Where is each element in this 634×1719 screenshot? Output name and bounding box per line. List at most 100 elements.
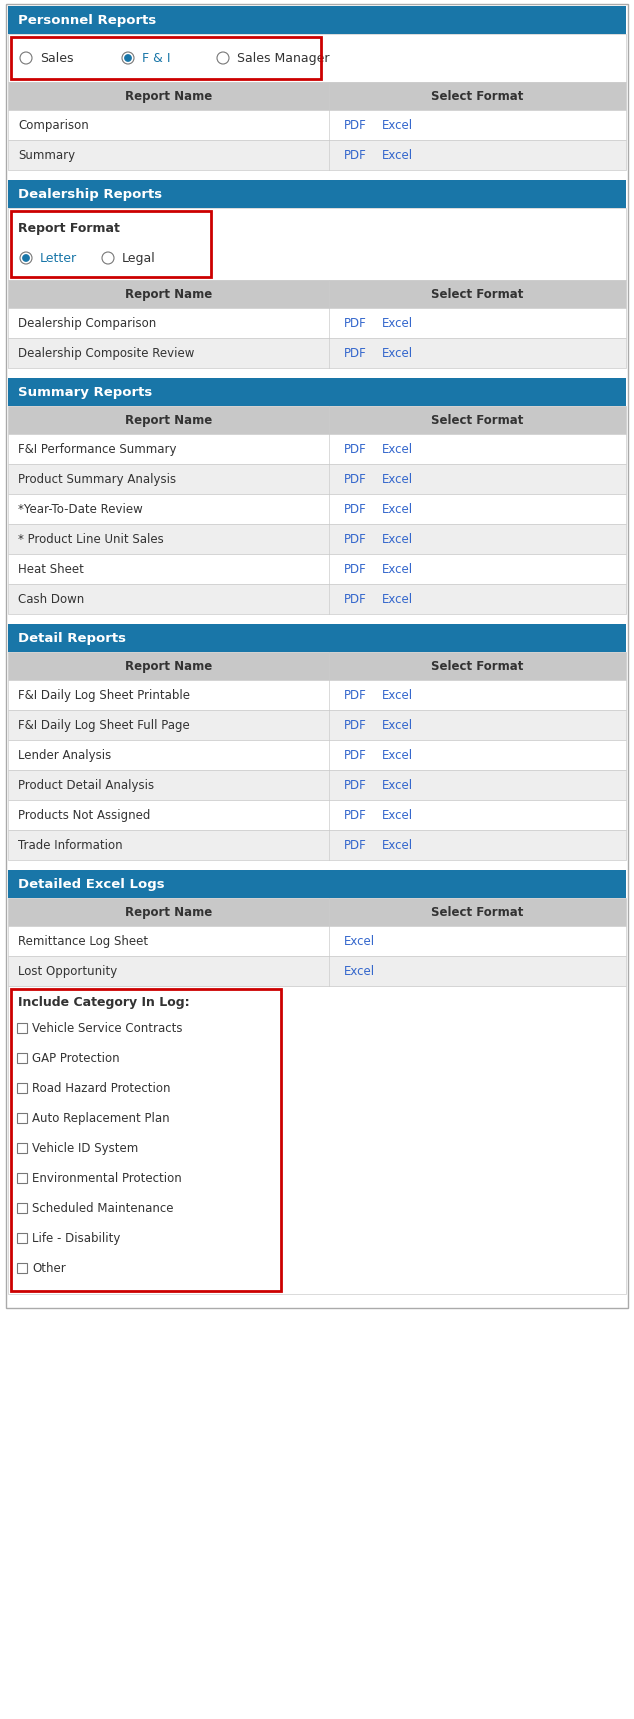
Text: Detail Reports: Detail Reports (18, 631, 126, 645)
Text: Excel: Excel (382, 119, 413, 131)
Text: Excel: Excel (382, 316, 413, 330)
Bar (8, 493, 626, 524)
Bar (8, 280, 626, 308)
Bar (8, 339, 626, 368)
Bar (8, 652, 626, 681)
Text: Report Name: Report Name (125, 906, 212, 918)
Text: Excel: Excel (382, 473, 413, 485)
Text: F&I Daily Log Sheet Printable: F&I Daily Log Sheet Printable (18, 689, 190, 701)
Text: F&I Daily Log Sheet Full Page: F&I Daily Log Sheet Full Page (18, 719, 190, 732)
Text: Letter: Letter (40, 251, 77, 265)
Bar (8, 710, 626, 739)
Text: PDF: PDF (344, 347, 367, 359)
Bar (8, 799, 626, 830)
Text: Sales Manager: Sales Manager (237, 52, 330, 65)
Text: Detailed Excel Logs: Detailed Excel Logs (18, 877, 165, 890)
Bar (8, 584, 626, 614)
Bar (8, 406, 626, 433)
Text: Auto Replacement Plan: Auto Replacement Plan (32, 1112, 170, 1124)
Text: Scheduled Maintenance: Scheduled Maintenance (32, 1202, 174, 1215)
Text: Report Format: Report Format (18, 222, 120, 234)
Text: Lender Analysis: Lender Analysis (18, 748, 111, 762)
Text: Report Name: Report Name (125, 414, 212, 426)
Bar (8, 739, 626, 770)
Text: Include Category In Log:: Include Category In Log: (18, 995, 190, 1009)
Text: PDF: PDF (344, 502, 367, 516)
Text: Excel: Excel (382, 689, 413, 701)
Text: PDF: PDF (344, 689, 367, 701)
Text: Summary: Summary (18, 148, 75, 162)
Text: Excel: Excel (382, 442, 413, 456)
Text: Remittance Log Sheet: Remittance Log Sheet (18, 935, 148, 947)
Bar (8, 208, 626, 280)
Text: Select Format: Select Format (432, 906, 524, 918)
Text: PDF: PDF (344, 593, 367, 605)
Circle shape (20, 253, 32, 265)
Text: Dealership Comparison: Dealership Comparison (18, 316, 156, 330)
Bar (8, 987, 626, 1294)
Text: Excel: Excel (382, 533, 413, 545)
Circle shape (22, 254, 30, 261)
Bar (17, 1023, 27, 1033)
Bar (8, 681, 626, 710)
Bar (8, 83, 626, 110)
Text: PDF: PDF (344, 719, 367, 732)
Bar (8, 378, 626, 406)
Text: Cash Down: Cash Down (18, 593, 84, 605)
Text: Report Name: Report Name (125, 660, 212, 672)
Bar (8, 524, 626, 554)
Bar (17, 1233, 27, 1243)
Text: PDF: PDF (344, 533, 367, 545)
Text: Report Name: Report Name (125, 287, 212, 301)
Text: Report Name: Report Name (125, 89, 212, 103)
Text: Legal: Legal (122, 251, 156, 265)
Bar (8, 554, 626, 584)
Text: F&I Performance Summary: F&I Performance Summary (18, 442, 176, 456)
Circle shape (20, 52, 32, 64)
Text: Excel: Excel (382, 808, 413, 822)
Bar (8, 770, 626, 799)
Text: Lost Opportunity: Lost Opportunity (18, 964, 117, 978)
Text: Select Format: Select Format (432, 660, 524, 672)
Bar (17, 1143, 27, 1153)
Text: Trade Information: Trade Information (18, 839, 122, 851)
Text: Life - Disability: Life - Disability (32, 1231, 120, 1245)
Text: Excel: Excel (344, 935, 375, 947)
Text: Excel: Excel (382, 839, 413, 851)
Text: Select Format: Select Format (432, 89, 524, 103)
Text: PDF: PDF (344, 839, 367, 851)
Text: Other: Other (32, 1262, 66, 1274)
Bar (17, 1263, 27, 1274)
Bar (8, 870, 626, 897)
Bar (8, 433, 626, 464)
Text: Select Format: Select Format (432, 414, 524, 426)
Text: PDF: PDF (344, 148, 367, 162)
Text: PDF: PDF (344, 562, 367, 576)
Text: Excel: Excel (382, 148, 413, 162)
Text: Dealership Reports: Dealership Reports (18, 187, 162, 201)
Text: Dealership Composite Review: Dealership Composite Review (18, 347, 195, 359)
Text: Select Format: Select Format (432, 287, 524, 301)
Bar (8, 956, 626, 987)
Text: Excel: Excel (382, 562, 413, 576)
Text: Environmental Protection: Environmental Protection (32, 1172, 182, 1184)
Text: Personnel Reports: Personnel Reports (18, 14, 156, 26)
Text: GAP Protection: GAP Protection (32, 1052, 120, 1064)
Text: Comparison: Comparison (18, 119, 89, 131)
Text: Vehicle ID System: Vehicle ID System (32, 1141, 138, 1155)
Bar (11, 988, 281, 1291)
Text: Summary Reports: Summary Reports (18, 385, 152, 399)
Bar (8, 830, 626, 860)
Bar (8, 927, 626, 956)
Text: Heat Sheet: Heat Sheet (18, 562, 84, 576)
Text: PDF: PDF (344, 316, 367, 330)
Bar (17, 1083, 27, 1093)
Text: *Year-To-Date Review: *Year-To-Date Review (18, 502, 143, 516)
Text: Road Hazard Protection: Road Hazard Protection (32, 1081, 171, 1095)
Text: Product Detail Analysis: Product Detail Analysis (18, 779, 154, 791)
Bar (11, 211, 211, 277)
Text: PDF: PDF (344, 748, 367, 762)
Circle shape (217, 52, 229, 64)
Text: Excel: Excel (382, 719, 413, 732)
Text: PDF: PDF (344, 779, 367, 791)
